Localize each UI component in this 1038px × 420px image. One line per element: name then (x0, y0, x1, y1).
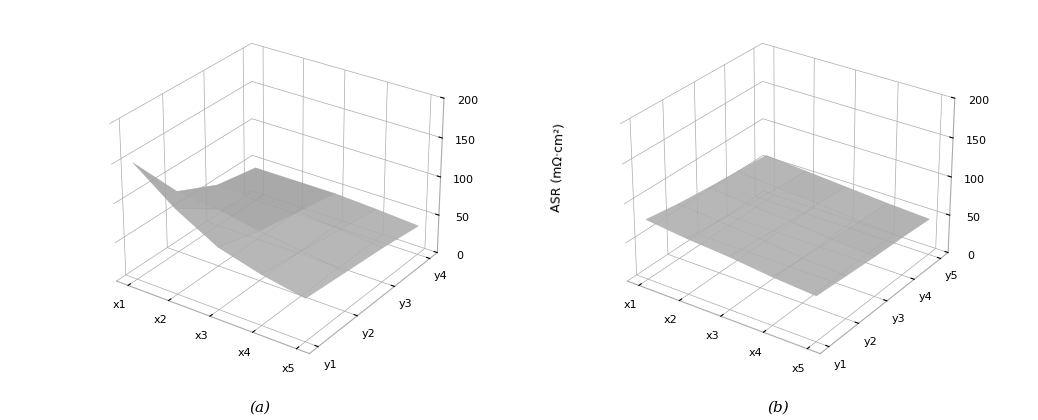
Text: (a): (a) (249, 400, 270, 415)
Text: (b): (b) (768, 400, 789, 415)
